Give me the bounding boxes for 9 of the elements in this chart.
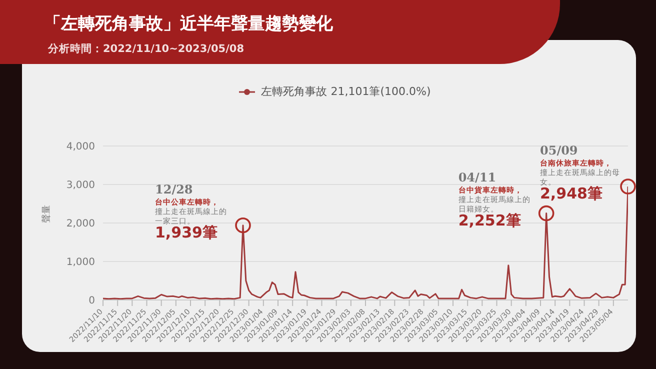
y-tick-label: 1,000: [66, 257, 95, 268]
y-tick-label: 0: [88, 296, 95, 307]
legend-label: 左轉死角事故 21,101筆(100.0%): [261, 84, 431, 99]
y-axis-title: 聲量: [41, 205, 52, 223]
y-tick-label: 4,000: [66, 142, 95, 153]
chart-subtitle: 分析時間：2022/11/10~2023/05/08: [48, 42, 244, 56]
chart-title: 「左轉死角事故」近半年聲量趨勢變化: [44, 13, 333, 35]
y-tick-label: 2,000: [66, 218, 95, 230]
y-tick-label: 3,000: [66, 180, 95, 192]
